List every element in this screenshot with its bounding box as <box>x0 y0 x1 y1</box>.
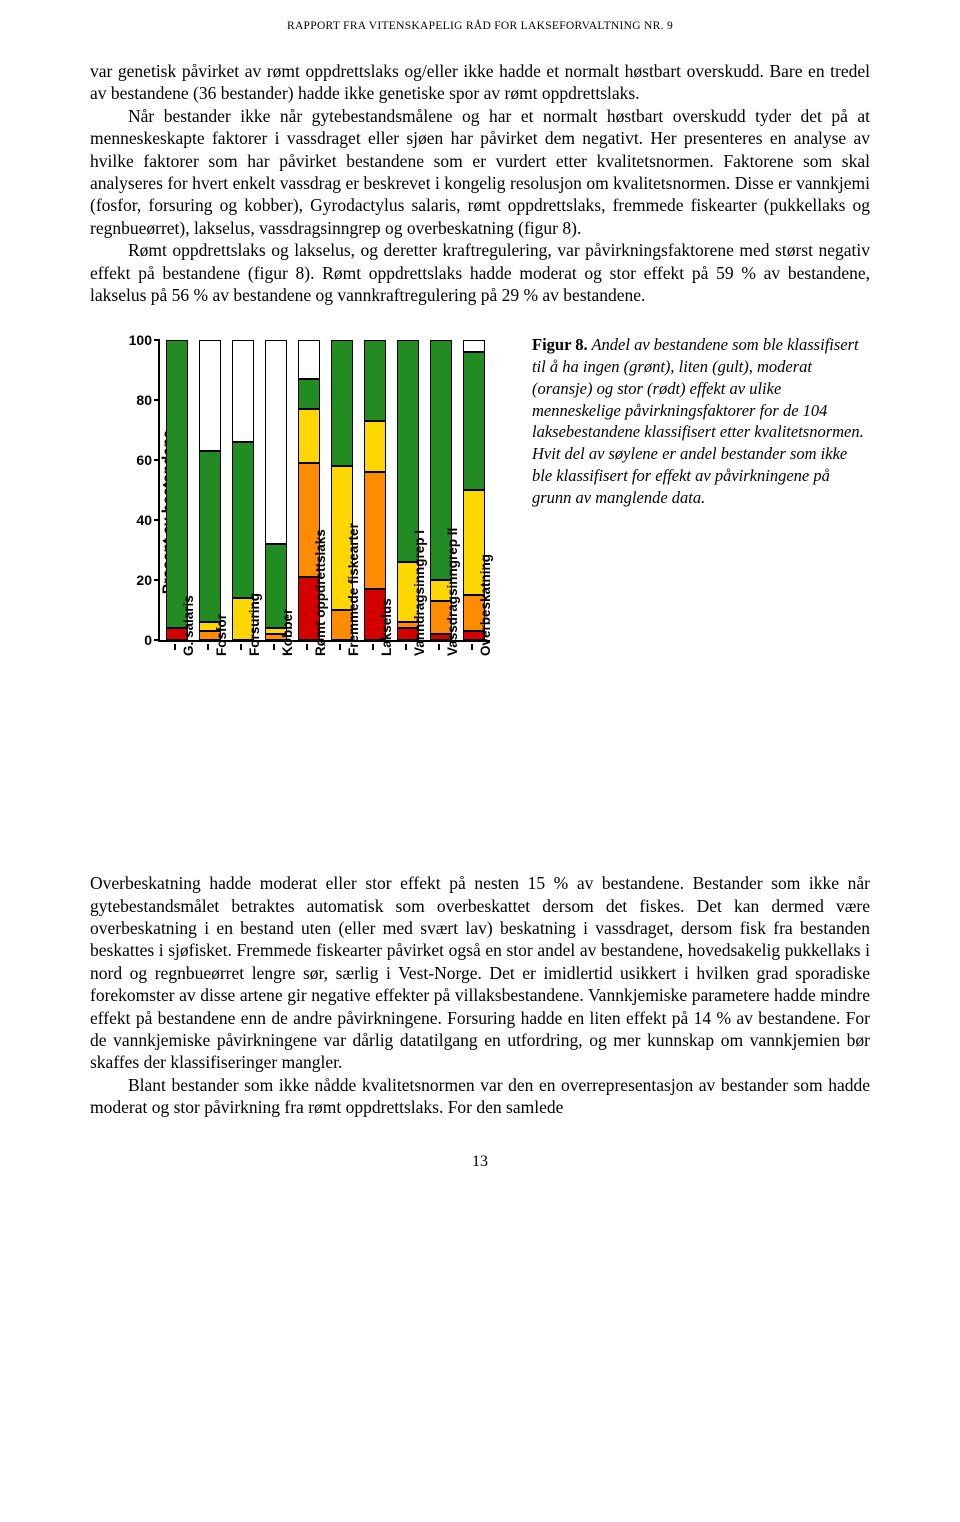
y-tick <box>154 639 160 641</box>
y-tick <box>154 459 160 461</box>
bar-group <box>364 340 386 640</box>
x-label: G. salaris <box>181 596 196 657</box>
x-label: Overbeskatning <box>478 554 493 656</box>
figure-label: Figur 8. <box>532 335 588 354</box>
x-label: Fremmede fiskearter <box>346 523 361 656</box>
x-label: Fosfor <box>214 614 229 656</box>
x-tick <box>339 644 341 650</box>
figure-8: Prosent av bestandene 020406080100 G. sa… <box>90 332 870 692</box>
bar-segment-none <box>331 340 353 466</box>
bar-segment-missing <box>199 340 221 451</box>
x-tick <box>405 644 407 650</box>
bar-segment-none <box>463 352 485 490</box>
bar-segment-none <box>232 442 254 598</box>
y-tick-label: 80 <box>136 392 152 408</box>
bar-segment-small <box>298 409 320 463</box>
y-tick <box>154 579 160 581</box>
bar-group <box>199 340 221 640</box>
bar-segment-missing <box>265 340 287 544</box>
x-tick <box>273 644 275 650</box>
x-label: Rømt oppdrettslaks <box>313 530 328 657</box>
x-tick <box>306 644 308 650</box>
x-label: Kobber <box>280 609 295 656</box>
bar-segment-missing <box>232 340 254 442</box>
x-tick <box>471 644 473 650</box>
bar-segment-none <box>199 451 221 622</box>
paragraph-3: Rømt oppdrettslaks og lakselus, og deret… <box>90 239 870 306</box>
bar-segment-moderate <box>364 472 386 589</box>
y-tick <box>154 339 160 341</box>
y-tick-label: 100 <box>129 332 152 348</box>
figure-caption-text: Andel av bestandene som ble klassifisert… <box>532 335 864 506</box>
bar-segment-none <box>298 379 320 409</box>
bar-group <box>265 340 287 640</box>
running-head: RAPPORT FRA VITENSKAPELIG RÅD FOR LAKSEF… <box>90 20 870 32</box>
bar-segment-none <box>364 340 386 421</box>
page: RAPPORT FRA VITENSKAPELIG RÅD FOR LAKSEF… <box>0 0 960 1211</box>
x-tick <box>372 644 374 650</box>
figure-caption: Figur 8. Andel av bestandene som ble kla… <box>520 332 870 692</box>
x-tick <box>174 644 176 650</box>
x-tick <box>438 644 440 650</box>
body-text-bottom: Overbeskatning hadde moderat eller stor … <box>90 872 870 1118</box>
stacked-bar-chart: Prosent av bestandene 020406080100 G. sa… <box>120 332 520 692</box>
bar-segment-none <box>166 340 188 628</box>
x-tick <box>240 644 242 650</box>
paragraph-4: Overbeskatning hadde moderat eller stor … <box>90 872 870 1074</box>
x-labels-container: G. salarisFosforForsuringKobberRømt oppd… <box>158 644 488 814</box>
y-tick-label: 0 <box>144 632 152 648</box>
x-tick <box>207 644 209 650</box>
x-label: Vassdragsinngrep II <box>445 528 460 656</box>
bar-segment-missing <box>463 340 485 352</box>
y-tick-label: 20 <box>136 572 152 588</box>
x-label: Vanndragsinngrep I <box>412 530 427 656</box>
y-tick <box>154 519 160 521</box>
y-tick-label: 60 <box>136 452 152 468</box>
y-tick-label: 40 <box>136 512 152 528</box>
body-text-top: var genetisk påvirket av rømt oppdrettsl… <box>90 60 870 306</box>
paragraph-2: Når bestander ikke når gytebestandsmålen… <box>90 105 870 239</box>
paragraph-1: var genetisk påvirket av rømt oppdrettsl… <box>90 60 870 105</box>
page-number: 13 <box>90 1153 870 1171</box>
x-label: Lakselus <box>379 599 394 657</box>
y-tick <box>154 399 160 401</box>
x-label: Forsuring <box>247 593 262 656</box>
bar-segment-missing <box>298 340 320 379</box>
paragraph-5: Blant bestander som ikke nådde kvalitets… <box>90 1074 870 1119</box>
bar-segment-small <box>364 421 386 472</box>
chart-wrap: Prosent av bestandene 020406080100 G. sa… <box>90 332 520 692</box>
